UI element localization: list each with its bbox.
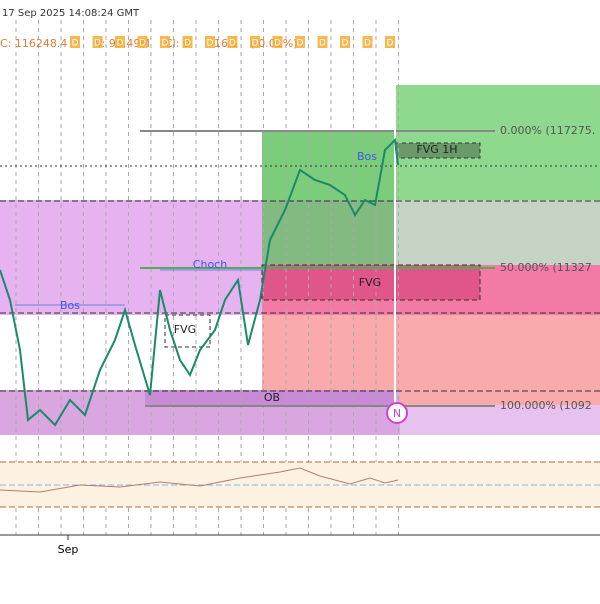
- marker: D: [342, 39, 349, 49]
- structure-label: Bos: [357, 150, 377, 163]
- marker: D: [387, 39, 394, 49]
- structure-label: Bos: [60, 299, 80, 312]
- badge-label: N: [393, 407, 401, 420]
- marker-box: [92, 36, 103, 48]
- fib-label: 100.000% (1092: [500, 399, 592, 412]
- marker-box: [250, 36, 260, 48]
- marker-box: [385, 36, 395, 48]
- marker-box: [340, 36, 350, 48]
- marker: D: [297, 39, 304, 49]
- marker-box: [70, 36, 80, 48]
- zone-label: FVG: [174, 323, 196, 336]
- fvg-box: [261, 264, 481, 301]
- zone-label: FVG 1H: [416, 143, 457, 156]
- marker: D: [72, 39, 79, 49]
- marker-box: [115, 36, 125, 48]
- price-path: [0, 137, 399, 427]
- fib-label: 50.000% (11327: [500, 261, 592, 274]
- marker: D: [229, 39, 236, 49]
- zone: [262, 200, 600, 265]
- zone: [395, 85, 600, 200]
- badge: [386, 402, 408, 424]
- marker: D: [139, 39, 146, 49]
- marker-box: [205, 36, 215, 48]
- marker-box: [227, 36, 238, 48]
- marker-box: [182, 36, 193, 48]
- marker: D: [117, 39, 124, 49]
- marker-box: [317, 36, 328, 48]
- timestamp: 17 Sep 2025 14:08:24 GMT: [2, 8, 140, 19]
- x-axis-label: Sep: [58, 543, 79, 556]
- marker-box: [272, 36, 283, 48]
- marker: D: [162, 39, 169, 49]
- marker: D: [364, 39, 371, 49]
- zone-label: FVG: [359, 276, 381, 289]
- marker: D: [184, 39, 191, 49]
- marker: D: [252, 39, 259, 49]
- marker-box: [295, 36, 305, 48]
- zone-label: OB: [264, 391, 280, 404]
- marker-box: [362, 36, 373, 48]
- rsi-line: [0, 467, 399, 493]
- fib-label: 0.000% (117275.: [500, 124, 595, 137]
- marker-box: [137, 36, 148, 48]
- ob-box: [145, 390, 395, 405]
- structure-label: Choch: [193, 258, 227, 271]
- marker: D: [207, 39, 214, 49]
- zone: [400, 405, 600, 435]
- marker: D: [94, 39, 101, 49]
- fvg-box: [164, 314, 211, 348]
- marker: D: [319, 39, 326, 49]
- marker: D: [274, 39, 281, 49]
- legend-item: C: 116248.4: [0, 37, 67, 50]
- marker-box: [160, 36, 170, 48]
